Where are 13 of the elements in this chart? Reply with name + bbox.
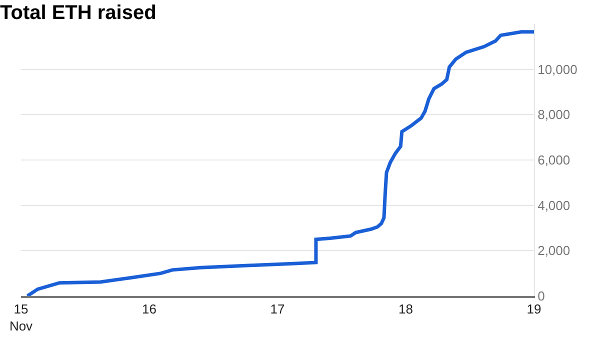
x-tick-label: 17: [270, 302, 285, 317]
x-tick-label: 15 Nov: [9, 302, 34, 334]
x-tick-label: 19: [526, 302, 542, 317]
y-tick-label: 8,000: [538, 107, 570, 122]
x-tick-label: 18: [398, 302, 413, 317]
y-tick-label: 2,000: [538, 243, 570, 258]
chart-title: Total ETH raised: [0, 2, 156, 24]
y-tick-label: 4,000: [538, 198, 570, 213]
x-tick-label: 16: [142, 302, 156, 317]
y-tick-label: 6,000: [538, 152, 570, 168]
y-tick-label: 0: [538, 288, 545, 304]
y-tick-label: 10,000: [538, 62, 578, 77]
line-series: [26, 30, 534, 296]
